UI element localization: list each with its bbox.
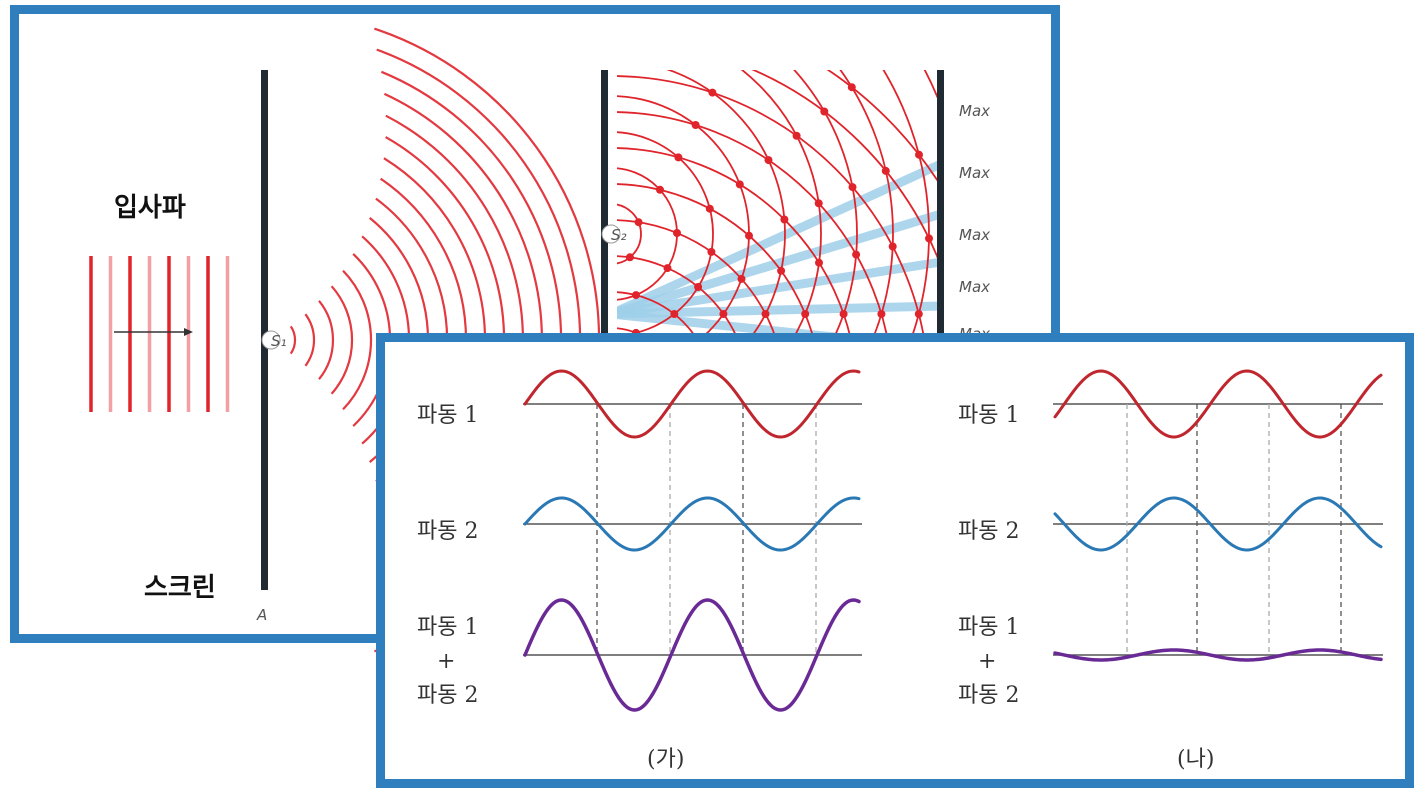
wavefront-arc bbox=[330, 285, 354, 395]
intersection-dot bbox=[877, 310, 886, 318]
left-sum-line1: 파동 1 bbox=[417, 615, 478, 640]
intersection-dot bbox=[741, 24, 749, 32]
wavefront-arc bbox=[318, 300, 334, 380]
intersection-dot bbox=[780, 215, 789, 224]
intersection-dot bbox=[745, 231, 753, 240]
intersection-dot bbox=[989, 310, 997, 318]
intersection-dot bbox=[634, 218, 643, 227]
intersection-dot bbox=[777, 266, 786, 275]
slit-1-marker bbox=[261, 330, 281, 350]
max-label-2: Max bbox=[959, 164, 990, 182]
left-wave2-curve bbox=[523, 496, 861, 552]
intersection-dot bbox=[735, 180, 744, 189]
screen-point-label: A bbox=[256, 606, 267, 624]
arrow-head-icon bbox=[184, 328, 193, 336]
intersection-dot bbox=[737, 274, 746, 283]
right-caption: (나) bbox=[1177, 747, 1214, 772]
intersection-dot bbox=[764, 156, 773, 165]
intersection-dot bbox=[694, 283, 703, 291]
intersection-dot bbox=[719, 310, 728, 318]
max-label-4: Max bbox=[959, 278, 990, 296]
intersection-dot bbox=[952, 310, 960, 318]
left-sum-curve bbox=[523, 598, 861, 712]
intersection-dot bbox=[839, 310, 848, 318]
intersection-dot bbox=[888, 242, 897, 251]
left-wave1-label: 파동 1 bbox=[417, 403, 478, 428]
intersection-dot bbox=[670, 310, 679, 318]
intersection-dot bbox=[625, 253, 634, 262]
intersection-dot bbox=[708, 88, 717, 97]
intersection-dot bbox=[852, 250, 861, 259]
intersection-dot bbox=[914, 310, 923, 318]
right-sum-line2: 파동 2 bbox=[958, 683, 1019, 708]
max-label-1: Max bbox=[959, 102, 990, 120]
slit-wave-circle bbox=[740, 70, 822, 350]
left-sum-line2: 파동 2 bbox=[417, 683, 478, 708]
slit-wave-circle bbox=[839, 70, 894, 350]
left-sum-plus: + bbox=[437, 649, 455, 674]
intersection-dot bbox=[705, 204, 714, 213]
right-wave1-curve bbox=[1053, 369, 1383, 439]
intersection-dot bbox=[820, 107, 829, 116]
slit-wave-circle bbox=[882, 70, 930, 350]
wavefront-arc bbox=[289, 325, 297, 355]
intersection-dot bbox=[656, 185, 664, 194]
intersection-dot bbox=[814, 199, 823, 208]
left-wave1-curve bbox=[523, 369, 861, 439]
slit-wave-circle bbox=[617, 203, 642, 265]
right-sum-curve bbox=[1053, 648, 1383, 662]
intersection-dot bbox=[848, 183, 857, 192]
slit-2-label: S₂ bbox=[611, 226, 627, 244]
intersection-dot bbox=[725, 56, 733, 64]
slit-wave-circle bbox=[793, 70, 858, 350]
left-caption: (가) bbox=[647, 747, 684, 772]
wave-curves bbox=[523, 369, 1383, 712]
intersection-dot bbox=[761, 310, 770, 318]
intersection-dot bbox=[632, 291, 640, 300]
detection-screen bbox=[937, 70, 944, 340]
slit-wave-circle bbox=[617, 131, 714, 337]
slit-1-label: S₁ bbox=[271, 332, 287, 350]
right-sum-plus: + bbox=[978, 649, 996, 674]
intersection-dot bbox=[881, 166, 890, 175]
right-wave2-curve bbox=[1053, 496, 1383, 552]
right-wave2-label: 파동 2 bbox=[958, 519, 1019, 544]
second-screen bbox=[601, 70, 608, 340]
right-sum-line1: 파동 1 bbox=[958, 615, 1019, 640]
intersection-dot bbox=[673, 229, 681, 237]
intersection-dot bbox=[691, 121, 700, 129]
incident-wave-label: 입사파 bbox=[114, 193, 186, 223]
intersection-dot bbox=[663, 264, 672, 273]
intersection-dot bbox=[707, 247, 716, 256]
intersection-dot bbox=[674, 153, 683, 162]
intersection-dot bbox=[925, 234, 933, 243]
wavefront-arc bbox=[342, 269, 373, 411]
first-screen bbox=[261, 70, 268, 590]
slit-wave-circle bbox=[666, 70, 786, 350]
superposition-diagram: 파동 1 파동 2 파동 1 + 파동 2 (가) 파동 1 파동 2 파동 1… bbox=[417, 369, 1383, 772]
left-wave2-label: 파동 2 bbox=[417, 519, 478, 544]
intersection-dot bbox=[792, 131, 801, 140]
intersection-dot bbox=[847, 83, 856, 92]
max-label-3: Max bbox=[959, 226, 990, 244]
antinodal-beam bbox=[617, 258, 937, 318]
superposition-panel: 파동 1 파동 2 파동 1 + 파동 2 (가) 파동 1 파동 2 파동 1… bbox=[376, 333, 1414, 788]
slit-2-marker bbox=[601, 224, 621, 244]
wavefront-arc bbox=[304, 313, 316, 367]
right-wave1-label: 파동 1 bbox=[958, 403, 1019, 428]
screen-label: 스크린 bbox=[144, 573, 216, 603]
antinodal-beam bbox=[617, 301, 937, 319]
intersection-dot bbox=[801, 310, 810, 318]
intersection-dot bbox=[815, 258, 823, 267]
intersection-dot bbox=[915, 150, 923, 159]
